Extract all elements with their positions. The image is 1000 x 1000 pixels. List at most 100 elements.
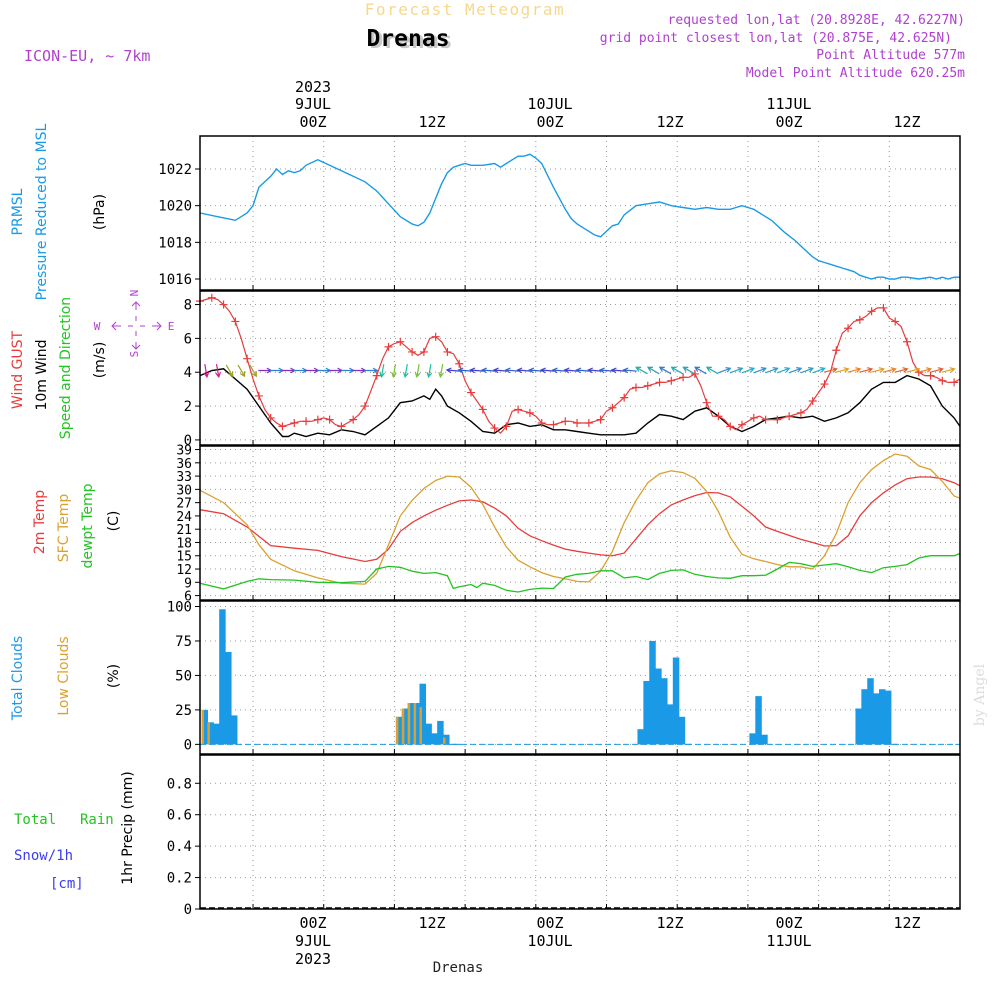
wind-gust-marker — [219, 300, 228, 309]
wind-gust-marker — [855, 315, 864, 324]
wind-gust-marker — [467, 388, 476, 397]
total-cloud-bar — [230, 715, 238, 745]
clouds-ytick-label: 100 — [167, 600, 192, 616]
top-hour-label-3: 12Z — [656, 113, 683, 131]
wind-gust-marker — [302, 417, 311, 426]
wind-direction-arrow — [847, 367, 862, 373]
precipitation-ytick-label: 0.2 — [167, 871, 192, 887]
compass-west: W — [94, 320, 101, 333]
bottom-date-label-2: 11JUL — [766, 932, 811, 950]
total-cloud-bar — [867, 678, 874, 745]
compass-north: N — [128, 290, 141, 297]
total-cloud-bar — [649, 640, 656, 745]
temperature-ytick-label: 33 — [176, 470, 192, 485]
total-cloud-bar — [413, 703, 421, 745]
wind-panel: 0 2 4 6 8 — [184, 290, 961, 449]
total-cloud-bar — [884, 690, 892, 745]
pressure-unit: (hPa) — [92, 194, 108, 230]
wind-gust-marker — [950, 378, 959, 387]
wind-direction-arrow — [835, 367, 850, 373]
precip-unit: 1hr Precip (mm) — [120, 771, 136, 884]
precip-label-snow: Snow/1h — [14, 848, 73, 864]
compass-arrows-horizontal — [111, 321, 162, 331]
wind-direction-arrow — [705, 366, 719, 375]
wind-direction-arrow — [776, 367, 791, 374]
wind-direction-arrow — [670, 366, 684, 375]
temperature-ytick-label: 9 — [184, 576, 192, 591]
temperature-ytick-label: 27 — [176, 497, 192, 512]
wind-gust-marker — [667, 376, 676, 385]
low-cloud-bar — [413, 703, 417, 745]
wind-direction-arrow — [610, 367, 625, 374]
wind-direction-arrow — [516, 367, 531, 374]
wind-gust-marker — [349, 415, 358, 424]
bottom-hour-label-0: 00Z — [299, 914, 326, 932]
wind-direction-arrow — [800, 367, 815, 374]
wind-direction-arrow — [812, 367, 826, 374]
wind-direction-arrow — [215, 363, 221, 379]
temp-unit: (C) — [106, 511, 122, 532]
low-cloud-bar — [407, 703, 411, 745]
wind-gust-marker — [785, 412, 794, 421]
total-cloud-bar — [655, 668, 662, 745]
precipitation-ytick-label: 0.8 — [167, 776, 192, 792]
wind-gust-marker — [808, 397, 817, 405]
wind-gust-marker — [243, 354, 252, 363]
temperature-ytick-label: 24 — [176, 510, 192, 525]
wind-gust-marker — [832, 346, 841, 355]
location-title: Drenas — [366, 26, 449, 52]
wind-gust-marker — [408, 347, 417, 356]
compass-east: E — [168, 320, 175, 333]
wind-direction-arrow — [906, 367, 921, 373]
wind-direction-arrow — [587, 367, 602, 374]
wind-direction-arrow — [551, 367, 566, 374]
temp-2m-line — [199, 476, 961, 563]
wind-gust-marker — [478, 405, 487, 414]
wind-direction-arrow — [539, 367, 555, 374]
temperature-ytick-label: 21 — [176, 523, 192, 538]
wind-gust-marker — [549, 420, 558, 429]
total-cloud-bar — [207, 722, 214, 745]
wind-ytick-label: 8 — [184, 298, 192, 314]
wind-direction-arrow — [646, 366, 660, 375]
precipitation-ytick-label: 0.4 — [167, 839, 192, 855]
temp-label-3: dewpt Temp — [80, 483, 96, 568]
wind-direction-arrow — [941, 367, 956, 373]
wind-direction-arrow — [658, 366, 672, 375]
wind-direction-arrow — [859, 367, 874, 373]
clouds-label-2: Low Clouds — [56, 636, 72, 715]
wind-speed-line — [199, 368, 961, 438]
total-cloud-bar — [225, 652, 232, 745]
wind-gust-line — [199, 297, 961, 435]
wind-direction-arrow — [563, 367, 578, 374]
wind-gust-marker — [891, 317, 900, 326]
top-hour-label-0: 00Z — [299, 113, 326, 131]
pressure-ytick-label: 1020 — [158, 199, 192, 215]
low-cloud-bar — [443, 737, 446, 745]
wind-direction-arrow — [575, 367, 590, 374]
precipitation-panel: 0 0.2 0.4 0.6 0.8 — [167, 754, 961, 918]
total-cloud-bar — [672, 657, 680, 745]
wind-gust-marker — [490, 424, 499, 433]
compass-arrows-vertical — [131, 301, 141, 350]
watermark: by Angel — [972, 663, 988, 726]
wind-direction-arrow — [438, 363, 444, 379]
clouds-panel: 0 25 50 75 100 — [167, 600, 961, 755]
product-title: Forecast Meteogram — [365, 0, 565, 19]
wind-direction-arrow — [492, 367, 507, 374]
wind-direction-arrow — [270, 367, 285, 374]
top-date-label-1: 10JUL — [527, 95, 572, 113]
bottom-hour-label-2: 00Z — [536, 914, 563, 932]
wind-gust-marker — [419, 347, 428, 356]
total-cloud-bar — [201, 709, 208, 745]
clouds-label-1: Total Clouds — [10, 636, 26, 721]
grid-point-lonlat: grid point closest lon,lat (20.875E, 42.… — [600, 31, 952, 46]
wind-gust-marker — [608, 403, 617, 412]
total-cloud-bar — [431, 733, 438, 745]
wind-gust-marker — [231, 317, 240, 326]
wind-direction-arrow — [598, 367, 614, 374]
wind-gust-marker — [738, 420, 747, 429]
wind-gust-marker — [573, 419, 582, 427]
wind-gust-marker — [620, 393, 629, 402]
pressure-panel: 1016 1018 1020 1022 — [158, 135, 961, 291]
